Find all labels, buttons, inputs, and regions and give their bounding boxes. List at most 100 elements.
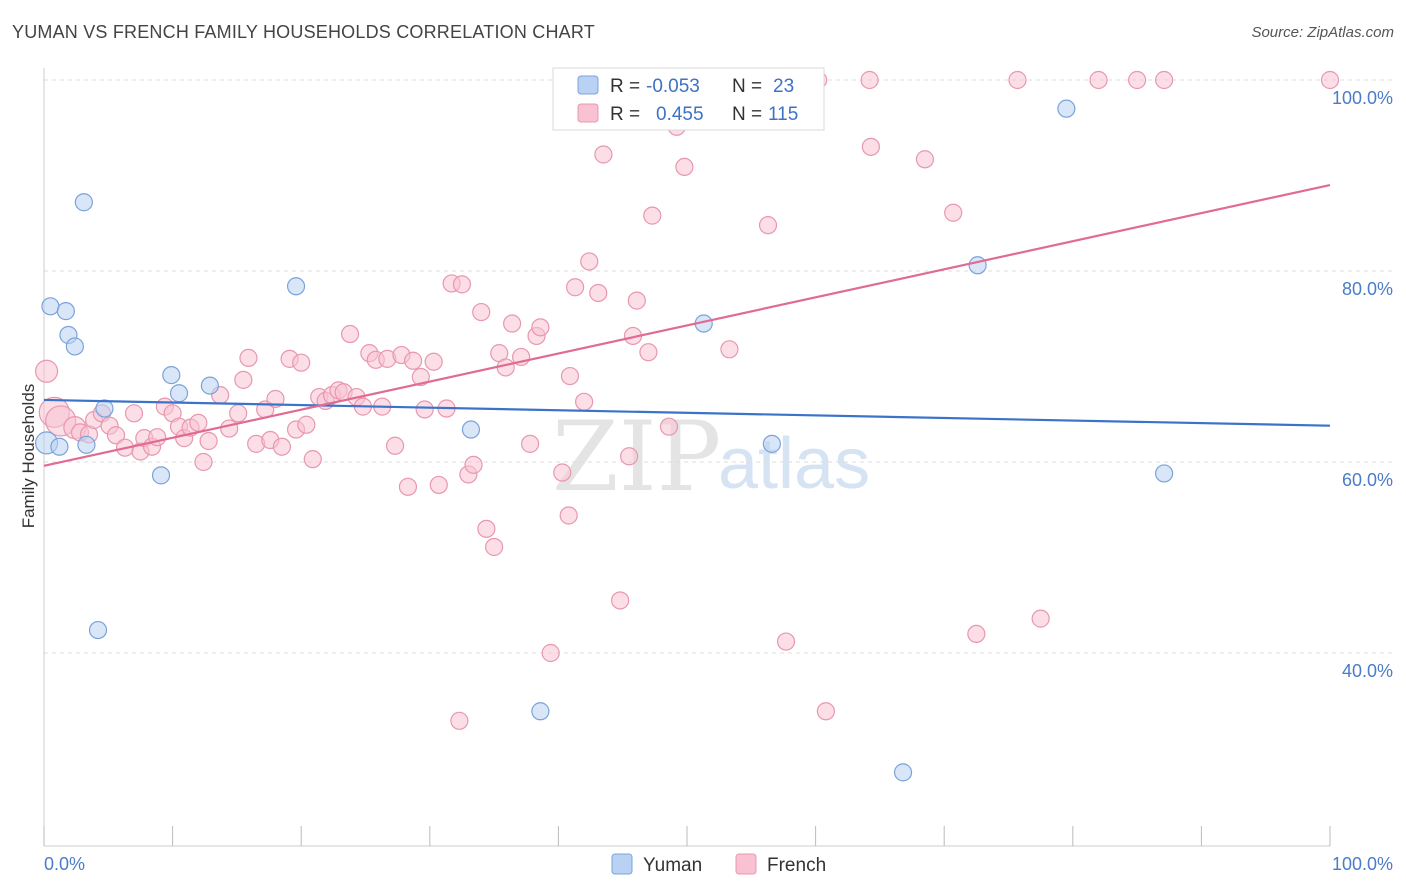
legend-r-french: 0.455 [656,104,704,125]
french-point-71 [521,434,540,453]
french-point-90 [643,206,662,225]
french-point-109 [1031,609,1050,628]
french-point-22 [194,452,213,472]
y-tick-label-60: 60.0% [1342,470,1393,490]
french-point-79 [575,392,594,411]
french-point-27 [234,370,253,389]
french-point-75 [553,463,572,482]
french-point-25 [220,419,239,438]
yuman-point-12 [169,384,189,403]
french-point-78 [566,278,585,297]
french-point-82 [594,145,613,164]
yuman-point-8 [88,620,108,640]
series-yuman-points [34,99,1174,782]
legend-n-label-yuman: N = [732,76,762,97]
legend-r-label-french: R = [610,104,640,125]
yuman-point-13 [200,376,219,395]
french-point-44 [340,324,360,344]
french-point-111 [1127,70,1147,90]
series-french-points [34,70,1340,730]
french-point-23 [199,431,218,451]
french-point-102 [816,702,835,721]
yuman-point-6 [74,193,93,212]
yuman-point-18 [762,434,781,453]
yuman-point-3 [56,302,75,321]
french-point-9 [106,426,126,445]
french-point-103 [860,70,879,90]
french-point-110 [1089,70,1108,90]
y-axis-title: Family Households [19,384,38,529]
french-point-80 [580,252,599,271]
legend-n-label-french: N = [732,104,762,125]
yuman-point-22 [1155,464,1174,483]
y-tick-label-40: 40.0% [1342,661,1393,681]
french-point-104 [861,137,880,156]
yuman-point-11 [162,365,181,385]
x-ticks [43,826,1331,846]
french-point-63 [464,455,483,474]
french-point-54 [403,351,423,370]
legend-n-yuman: 23 [773,76,794,97]
french-point-58 [429,475,448,495]
watermark-atlas: atlas [718,424,870,504]
french-point-113 [450,711,469,730]
french-point-99 [758,216,778,235]
french-point-53 [398,477,418,496]
yuman-point-1 [41,297,60,316]
french-point-11 [124,404,144,423]
french-trend-line [43,183,1331,467]
legend-swatch-french [577,103,599,123]
legend-swatch-yuman [577,75,599,95]
y-tick-label-100: 100.0% [1332,88,1393,108]
correlation-legend: R = -0.053 N = 23 R = 0.455 N = 115 [552,67,825,131]
french-point-57 [424,352,443,371]
yuman-point-5 [65,337,84,356]
french-point-26 [229,404,248,423]
yuman-point-20 [968,256,987,275]
french-point-64 [472,302,491,322]
yuman-point-16 [531,702,550,721]
french-point-112 [1155,70,1174,90]
french-point-100 [776,632,796,651]
french-point-61 [452,275,472,294]
french-point-0 [34,359,59,383]
french-point-108 [1008,70,1027,90]
french-point-94 [675,157,694,177]
french-point-56 [415,400,434,419]
yuman-point-2 [50,437,69,456]
french-point-36 [292,353,311,372]
french-point-96 [720,340,739,359]
chart-title: YUMAN VS FRENCH FAMILY HOUSEHOLDS CORREL… [12,22,595,42]
french-point-77 [560,366,580,386]
french-point-105 [915,150,935,169]
bottom-legend-swatch-yuman [611,853,633,875]
french-point-87 [627,291,646,310]
yuman-point-19 [893,763,913,782]
french-point-21 [189,413,208,432]
french-point-76 [559,506,578,525]
bottom-legend-label-french: French [767,855,826,876]
french-point-74 [541,643,560,663]
x-tick-label-right: 100.0% [1332,854,1393,874]
y-tick-label-80: 80.0% [1342,279,1393,299]
french-point-66 [485,537,504,557]
french-point-73 [531,318,550,337]
x-tick-label-left: 0.0% [44,854,85,874]
french-point-38 [303,450,322,469]
french-point-89 [639,343,658,362]
french-point-65 [477,519,496,538]
french-point-69 [503,314,522,333]
yuman-trend-line [43,398,1331,427]
french-point-33 [272,437,292,456]
french-point-81 [589,283,608,303]
series-legend: Yuman French [611,853,826,876]
bottom-legend-label-yuman: Yuman [643,855,702,876]
yuman-point-7 [77,435,96,454]
french-point-92 [659,417,679,436]
french-point-84 [611,591,630,610]
yuman-point-14 [286,277,306,296]
french-point-114 [1320,70,1340,90]
yuman-point-9 [95,399,114,418]
french-point-107 [967,624,986,644]
french-point-106 [944,203,963,222]
